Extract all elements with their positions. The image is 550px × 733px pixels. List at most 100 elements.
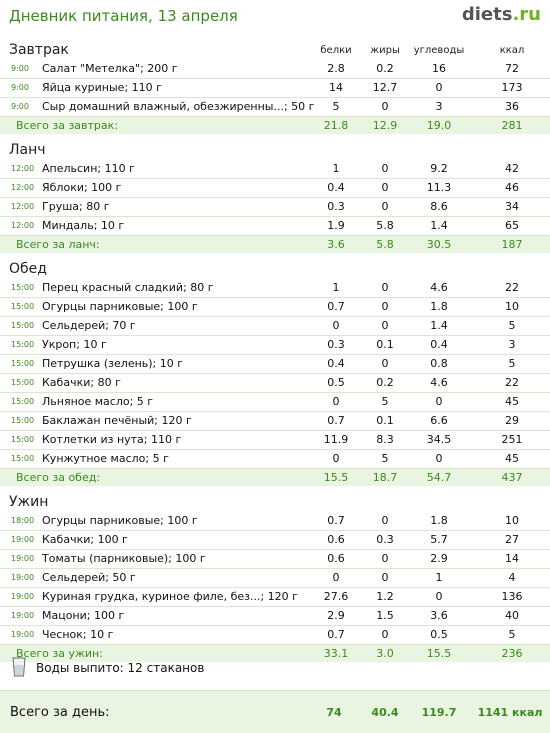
food-time: 15:00 [11, 435, 35, 444]
food-name[interactable]: Салат "Метелка"; 200 г [42, 62, 178, 75]
food-row[interactable]: 19:00 Томаты (парниковые); 100 г 0.6 0 2.9 14 [0, 550, 550, 569]
food-name[interactable]: Мацони; 100 г [42, 609, 125, 622]
day-total-bar: Всего за день: 74 40.4 119.7 1141 ккал [0, 690, 550, 733]
food-time: 15:00 [11, 283, 35, 292]
food-name[interactable]: Котлетки из нута; 110 г [42, 433, 182, 446]
food-protein: 0.6 [327, 533, 345, 546]
food-time: 9:00 [11, 83, 29, 92]
food-row[interactable]: 15:00 Петрушка (зелень); 10 г 0.4 0 0.8 5 [0, 355, 550, 374]
food-row[interactable]: 19:00 Мацони; 100 г 2.9 1.5 3.6 40 [0, 607, 550, 626]
food-row[interactable]: 9:00 Салат "Метелка"; 200 г 2.8 0.2 16 72 [0, 60, 550, 79]
food-kcal: 45 [505, 452, 519, 465]
food-row[interactable]: 9:00 Яйца куриные; 110 г 14 12.7 0 173 [0, 79, 550, 98]
food-time: 19:00 [11, 554, 35, 563]
food-name[interactable]: Томаты (парниковые); 100 г [42, 552, 206, 565]
food-row[interactable]: 19:00 Кабачки; 100 г 0.6 0.3 5.7 27 [0, 531, 550, 550]
food-fat: 5 [381, 395, 389, 408]
food-row[interactable]: 15:00 Кабачки; 80 г 0.5 0.2 4.6 22 [0, 374, 550, 393]
food-row[interactable]: 15:00 Льняное масло; 5 г 0 5 0 45 [0, 393, 550, 412]
food-row[interactable]: 9:00 Сыр домашний влажный, обезжиренны...… [0, 98, 550, 117]
food-name[interactable]: Апельсин; 110 г [42, 162, 135, 175]
food-row[interactable]: 18:00 Огурцы парниковые; 100 г 0.7 0 1.8 10 [0, 512, 550, 531]
food-name[interactable]: Яйца куриные; 110 г [42, 81, 162, 94]
food-name[interactable]: Чеснок; 10 г [42, 628, 114, 641]
food-kcal: 3 [508, 338, 516, 351]
food-protein: 0.3 [327, 338, 345, 351]
food-time: 12:00 [11, 202, 35, 211]
page-header: Дневник питания, 13 апреля diets.ru [0, 0, 550, 38]
food-row[interactable]: 19:00 Куриная грудка, куриное филе, без..… [0, 588, 550, 607]
food-name[interactable]: Груша; 80 г [42, 200, 110, 213]
food-row[interactable]: 15:00 Кунжутное масло; 5 г 0 5 0 45 [0, 450, 550, 469]
food-carbs: 3 [435, 100, 443, 113]
food-kcal: 34 [505, 200, 519, 213]
food-name[interactable]: Петрушка (зелень); 10 г [42, 357, 184, 370]
food-fat: 0.2 [376, 376, 394, 389]
meal-total-row: Всего за обед: 15.5 18.7 54.7 437 [0, 469, 550, 486]
food-carbs: 8.6 [430, 200, 448, 213]
food-protein: 1 [332, 162, 340, 175]
food-name[interactable]: Яблоки; 100 г [42, 181, 122, 194]
water-intake: Воды выпито: 12 стаканов [0, 654, 550, 684]
food-name[interactable]: Огурцы парниковые; 100 г [42, 300, 198, 313]
food-row[interactable]: 15:00 Котлетки из нута; 110 г 11.9 8.3 34.5 2… [0, 431, 550, 450]
meal-total-label: Всего за ужин: [16, 647, 103, 660]
food-name[interactable]: Куриная грудка, куриное филе, без...; 12… [42, 590, 298, 603]
food-protein: 0 [332, 319, 340, 332]
food-carbs: 16 [432, 62, 446, 75]
food-name[interactable]: Сельдерей; 70 г [42, 319, 136, 332]
food-protein: 1 [332, 281, 340, 294]
food-time: 9:00 [11, 64, 29, 73]
food-row[interactable]: 19:00 Чеснок; 10 г 0.7 0 0.5 5 [0, 626, 550, 645]
meal-header: Ужин [0, 490, 550, 512]
food-fat: 0.1 [376, 414, 394, 427]
food-kcal: 14 [505, 552, 519, 565]
meal-section: Ужин 18:00 Огурцы парниковые; 100 г 0.7 0 1.8… [0, 490, 550, 662]
food-protein: 0.7 [327, 514, 345, 527]
meal-title: Завтрак [9, 42, 69, 58]
food-name[interactable]: Миндаль; 10 г [42, 219, 125, 232]
meal-total-row: Всего за ужин: 33.1 3.0 15.5 236 [0, 645, 550, 662]
meal-total-label: Всего за ланч: [16, 238, 100, 251]
food-time: 15:00 [11, 340, 35, 349]
food-row[interactable]: 15:00 Баклажан печёный; 120 г 0.7 0.1 6.6 29 [0, 412, 550, 431]
food-name[interactable]: Льняное масло; 5 г [42, 395, 154, 408]
food-carbs: 1.4 [430, 219, 448, 232]
food-name[interactable]: Перец красный сладкий; 80 г [42, 281, 214, 294]
food-name[interactable]: Сыр домашний влажный, обезжиренны...; 50… [42, 100, 315, 113]
food-row[interactable]: 12:00 Миндаль; 10 г 1.9 5.8 1.4 65 [0, 217, 550, 236]
food-time: 12:00 [11, 164, 35, 173]
food-row[interactable]: 19:00 Сельдерей; 50 г 0 0 1 4 [0, 569, 550, 588]
site-logo[interactable]: diets.ru [462, 4, 541, 25]
food-fat: 12.7 [372, 81, 398, 94]
food-kcal: 5 [508, 357, 516, 370]
food-protein: 11.9 [323, 433, 349, 446]
food-row[interactable]: 15:00 Огурцы парниковые; 100 г 0.7 0 1.8 10 [0, 298, 550, 317]
food-name[interactable]: Баклажан печёный; 120 г [42, 414, 192, 427]
meal-total-fat: 18.7 [372, 471, 398, 484]
food-time: 9:00 [11, 102, 29, 111]
meal-total-protein: 15.5 [323, 471, 349, 484]
food-name[interactable]: Сельдерей; 50 г [42, 571, 136, 584]
food-row[interactable]: 15:00 Укроп; 10 г 0.3 0.1 0.4 3 [0, 336, 550, 355]
food-name[interactable]: Огурцы парниковые; 100 г [42, 514, 198, 527]
meal-total-protein: 21.8 [323, 119, 349, 132]
food-fat: 0 [381, 319, 389, 332]
food-carbs: 0 [435, 452, 443, 465]
food-row[interactable]: 15:00 Сельдерей; 70 г 0 0 1.4 5 [0, 317, 550, 336]
food-name[interactable]: Кунжутное масло; 5 г [42, 452, 169, 465]
food-time: 19:00 [11, 535, 35, 544]
food-name[interactable]: Кабачки; 100 г [42, 533, 128, 546]
food-carbs: 5.7 [430, 533, 448, 546]
food-kcal: 5 [508, 628, 516, 641]
meal-total-label: Всего за обед: [16, 471, 101, 484]
food-row[interactable]: 12:00 Апельсин; 110 г 1 0 9.2 42 [0, 160, 550, 179]
food-name[interactable]: Кабачки; 80 г [42, 376, 121, 389]
food-name[interactable]: Укроп; 10 г [42, 338, 107, 351]
food-kcal: 27 [505, 533, 519, 546]
food-row[interactable]: 12:00 Груша; 80 г 0.3 0 8.6 34 [0, 198, 550, 217]
food-row[interactable]: 15:00 Перец красный сладкий; 80 г 1 0 4.6 22 [0, 279, 550, 298]
food-protein: 0.5 [327, 376, 345, 389]
food-row[interactable]: 12:00 Яблоки; 100 г 0.4 0 11.3 46 [0, 179, 550, 198]
food-time: 15:00 [11, 454, 35, 463]
